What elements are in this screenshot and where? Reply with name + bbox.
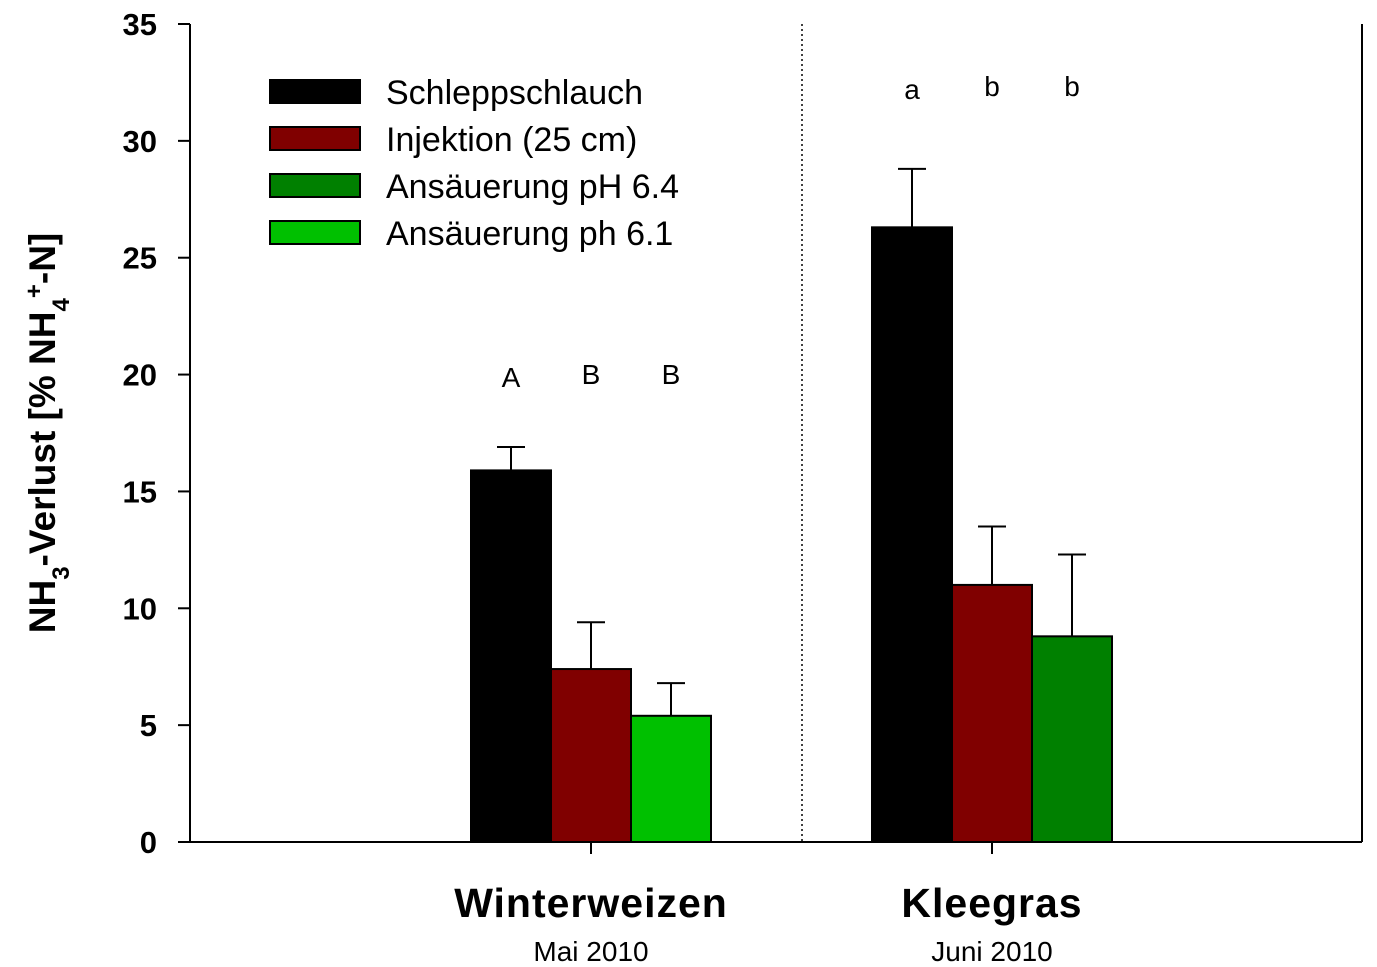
legend-label: Injektion (25 cm) (386, 121, 637, 159)
significance-letter: B (582, 359, 601, 390)
legend-swatch (269, 79, 361, 104)
legend-swatch (269, 173, 361, 198)
legend: Schleppschlauch Injektion (25 cm) Ansäueru… (269, 74, 679, 253)
significance-letter: A (502, 362, 521, 393)
bar (871, 226, 953, 843)
x-category-label: Kleegras (901, 880, 1082, 926)
significance-letter: B (662, 359, 681, 390)
axes: 0 5 10 15 20 25 30 35 NH3-Verlust [% NH4+-N] (21, 7, 1363, 860)
significance-letter: b (1064, 71, 1080, 102)
y-axis-label-part: 4 (48, 298, 75, 312)
y-tick-label: 25 (123, 241, 157, 276)
y-tick-label: 0 (140, 825, 157, 860)
y-tick-label: 15 (123, 474, 157, 509)
y-axis-label-part: + (21, 284, 48, 298)
bar (470, 469, 552, 843)
y-axis-label-part: NH (22, 580, 63, 633)
y-tick-label: 35 (123, 7, 157, 42)
y-tick-label: 30 (123, 124, 157, 159)
significance-letter: b (984, 71, 1000, 102)
y-axis-label-part: -N] (22, 233, 63, 284)
legend-label: Ansäuerung pH 6.4 (386, 168, 679, 206)
y-tick-label: 20 (123, 358, 157, 393)
bar (550, 668, 632, 844)
bars (470, 167, 1113, 844)
legend-label: Schleppschlauch (386, 74, 643, 112)
legend-label: Ansäuerung ph 6.1 (386, 215, 673, 253)
bar (1031, 635, 1113, 843)
y-tick-label: 10 (123, 591, 157, 626)
x-category-label: Winterweizen (454, 880, 728, 926)
y-axis-label-part: -Verlust [% NH (22, 312, 63, 567)
significance-letter: a (904, 74, 920, 105)
legend-swatch (269, 126, 361, 151)
bar (951, 583, 1033, 844)
x-category-sublabel: Juni 2010 (931, 936, 1052, 967)
labels: A B B Winterweizen Mai 2010 a b b Kleegras Juni 2… (454, 71, 1082, 967)
x-category-sublabel: Mai 2010 (533, 936, 648, 967)
bar (630, 714, 712, 844)
y-axis-label-part: 3 (48, 566, 75, 579)
legend-swatch (269, 220, 361, 245)
y-axis-label: NH3-Verlust [% NH4+-N] (21, 233, 75, 634)
y-tick-label: 5 (140, 708, 157, 743)
